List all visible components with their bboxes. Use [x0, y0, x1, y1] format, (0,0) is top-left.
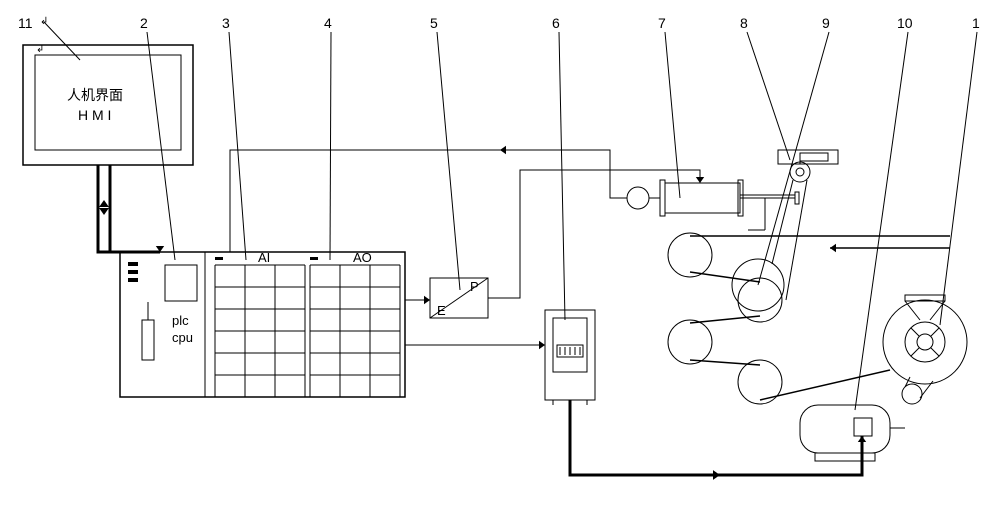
- svg-text:E: E: [437, 303, 446, 318]
- svg-text:1: 1: [972, 15, 980, 31]
- inverter: [545, 310, 595, 405]
- callout-2: 2: [140, 15, 175, 260]
- web-path: [690, 236, 950, 400]
- svg-text:8: 8: [740, 15, 748, 31]
- hmi-label-2: H M I: [78, 107, 111, 123]
- svg-text:4: 4: [324, 15, 332, 31]
- svg-text:↲: ↲: [36, 44, 44, 55]
- svg-text:plc: plc: [172, 313, 189, 328]
- callout-7: 7: [658, 15, 680, 198]
- roller-2: [668, 320, 712, 364]
- callout-6: 6: [552, 15, 565, 320]
- hmi-panel: 人机界面 H M I ↲: [23, 44, 193, 165]
- motor: [800, 377, 933, 461]
- svg-text:5: 5: [430, 15, 438, 31]
- winder-reel: [883, 295, 967, 384]
- roller-3: [738, 360, 782, 404]
- svg-text:↲: ↲: [40, 16, 48, 27]
- callout-8: 8: [740, 15, 790, 160]
- svg-text:3: 3: [222, 15, 230, 31]
- plc-rack: plc cpu AI AO: [120, 250, 405, 397]
- system-diagram: 人机界面 H M I ↲ plc cpu AI AO P E 1 2 3 4 5 6 7 8 9 10 11 ↲: [0, 0, 1000, 507]
- svg-text:10: 10: [897, 15, 913, 31]
- callout-4: 4: [324, 15, 332, 260]
- callout-3: 3: [222, 15, 246, 260]
- svg-text:AI: AI: [258, 250, 270, 265]
- svg-text:7: 7: [658, 15, 666, 31]
- callout-11: 11: [18, 15, 80, 60]
- svg-text:9: 9: [822, 15, 830, 31]
- pneumatic-cylinder: [627, 180, 799, 230]
- dancer-arm: [732, 150, 838, 311]
- callout-1: 1: [940, 15, 980, 325]
- roller-1: [738, 278, 782, 322]
- svg-text:2: 2: [140, 15, 148, 31]
- callout-5: 5: [430, 15, 460, 290]
- hmi-label-1: 人机界面: [67, 87, 123, 103]
- svg-text:cpu: cpu: [172, 330, 193, 345]
- svg-text:AO: AO: [353, 250, 372, 265]
- svg-text:P: P: [470, 279, 479, 294]
- svg-text:6: 6: [552, 15, 560, 31]
- roller-0: [668, 233, 712, 277]
- svg-text:11: 11: [18, 15, 33, 31]
